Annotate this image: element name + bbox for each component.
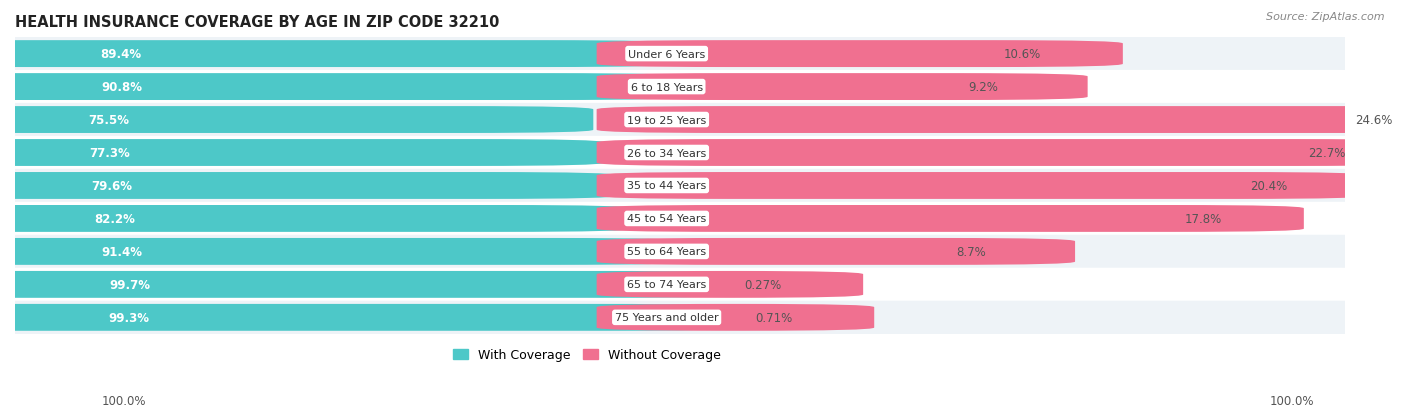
FancyBboxPatch shape [8, 104, 1351, 137]
FancyBboxPatch shape [0, 41, 675, 68]
Text: 75.5%: 75.5% [89, 114, 129, 127]
FancyBboxPatch shape [596, 107, 1406, 134]
Text: 82.2%: 82.2% [94, 212, 135, 225]
Text: 100.0%: 100.0% [101, 394, 146, 407]
FancyBboxPatch shape [0, 173, 617, 199]
FancyBboxPatch shape [0, 140, 603, 166]
Text: 19 to 25 Years: 19 to 25 Years [627, 115, 706, 125]
Text: 20.4%: 20.4% [1250, 180, 1288, 192]
FancyBboxPatch shape [0, 206, 633, 233]
FancyBboxPatch shape [596, 304, 875, 331]
Text: 35 to 44 Years: 35 to 44 Years [627, 181, 706, 191]
Text: 22.7%: 22.7% [1308, 147, 1346, 159]
Text: 8.7%: 8.7% [956, 245, 986, 258]
FancyBboxPatch shape [596, 238, 1076, 265]
Text: 26 to 34 Years: 26 to 34 Years [627, 148, 706, 158]
FancyBboxPatch shape [596, 206, 1303, 233]
FancyBboxPatch shape [8, 71, 1351, 104]
FancyBboxPatch shape [8, 38, 1351, 71]
Text: 100.0%: 100.0% [1270, 394, 1315, 407]
Text: 24.6%: 24.6% [1355, 114, 1393, 127]
Text: 77.3%: 77.3% [90, 147, 131, 159]
Text: 89.4%: 89.4% [100, 48, 141, 61]
Text: 99.7%: 99.7% [110, 278, 150, 291]
FancyBboxPatch shape [8, 301, 1351, 334]
Text: Source: ZipAtlas.com: Source: ZipAtlas.com [1267, 12, 1385, 22]
Text: HEALTH INSURANCE COVERAGE BY AGE IN ZIP CODE 32210: HEALTH INSURANCE COVERAGE BY AGE IN ZIP … [15, 15, 499, 30]
Text: 90.8%: 90.8% [101, 81, 142, 94]
FancyBboxPatch shape [596, 140, 1406, 166]
FancyBboxPatch shape [0, 304, 733, 331]
Text: 10.6%: 10.6% [1004, 48, 1040, 61]
FancyBboxPatch shape [8, 202, 1351, 235]
FancyBboxPatch shape [8, 169, 1351, 203]
Text: Under 6 Years: Under 6 Years [628, 50, 706, 59]
Text: 0.27%: 0.27% [744, 278, 782, 291]
Text: 91.4%: 91.4% [101, 245, 143, 258]
FancyBboxPatch shape [0, 238, 686, 265]
FancyBboxPatch shape [596, 74, 1088, 101]
FancyBboxPatch shape [596, 41, 1123, 68]
FancyBboxPatch shape [0, 107, 593, 134]
Legend: With Coverage, Without Coverage: With Coverage, Without Coverage [449, 343, 725, 366]
Text: 99.3%: 99.3% [108, 311, 150, 324]
Text: 9.2%: 9.2% [969, 81, 998, 94]
Text: 17.8%: 17.8% [1185, 212, 1222, 225]
FancyBboxPatch shape [596, 173, 1369, 199]
FancyBboxPatch shape [8, 137, 1351, 170]
FancyBboxPatch shape [596, 271, 863, 298]
Text: 55 to 64 Years: 55 to 64 Years [627, 247, 706, 257]
FancyBboxPatch shape [0, 271, 735, 298]
Text: 65 to 74 Years: 65 to 74 Years [627, 280, 706, 290]
FancyBboxPatch shape [0, 74, 683, 101]
FancyBboxPatch shape [8, 235, 1351, 268]
Text: 79.6%: 79.6% [91, 180, 132, 192]
Text: 0.71%: 0.71% [755, 311, 792, 324]
Text: 75 Years and older: 75 Years and older [614, 313, 718, 323]
Text: 45 to 54 Years: 45 to 54 Years [627, 214, 706, 224]
FancyBboxPatch shape [8, 268, 1351, 301]
Text: 6 to 18 Years: 6 to 18 Years [631, 82, 703, 93]
